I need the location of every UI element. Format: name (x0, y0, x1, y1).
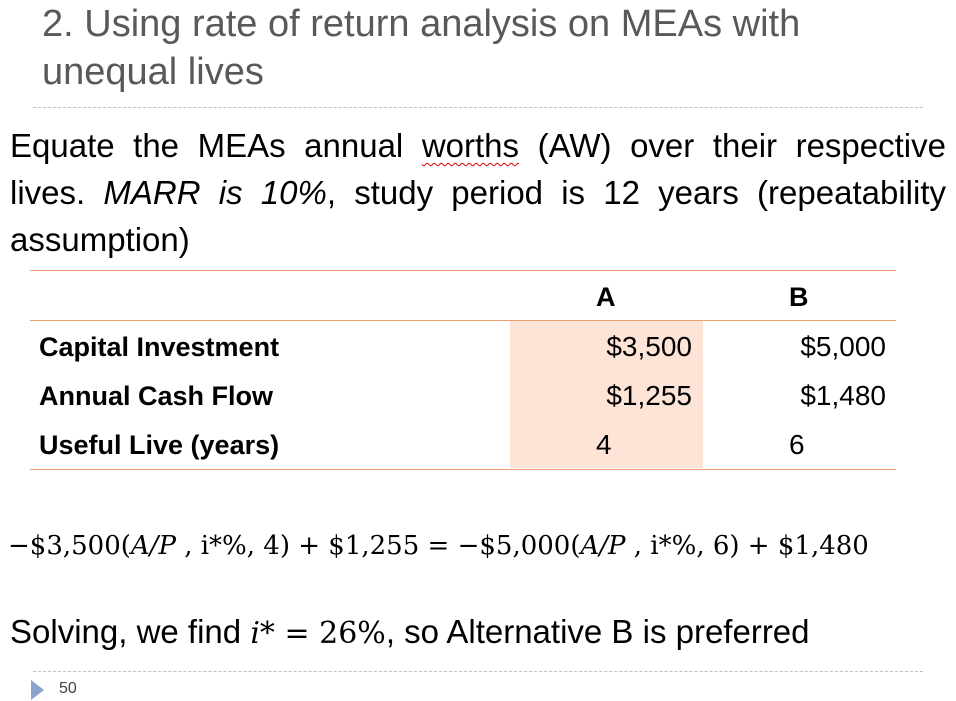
slide-title: 2. Using rate of return analysis on MEAs… (42, 3, 801, 93)
table-row: Annual Cash Flow $1,255 $1,480 (30, 372, 896, 421)
eq-rhs-plus: + $1,480 (739, 531, 869, 561)
footer-divider (33, 671, 923, 672)
eq-rhs-amount: −$5,000( (457, 531, 581, 561)
cell-b: $5,000 (800, 331, 886, 362)
conclusion-variable: i* (250, 616, 275, 651)
eq-lhs-factor: A/P (130, 531, 176, 561)
header-rule (30, 320, 896, 321)
column-a-highlight (510, 321, 703, 468)
header-alternative-b: B (789, 282, 809, 312)
header-alternative-a: A (596, 282, 616, 312)
row-label: Capital Investment (39, 332, 280, 362)
cell-b: $1,480 (800, 380, 886, 411)
eq-lhs-plus: + $1,255 = (289, 531, 458, 561)
cell-a: $1,255 (606, 380, 692, 411)
conclusion: Solving, we find i* = 26%, so Alternativ… (10, 610, 946, 656)
row-label: Useful Live (years) (39, 430, 280, 460)
eq-lhs-amount: −$3,500( (8, 531, 131, 561)
intro-text-2: (AW) over their respective lives. (10, 127, 946, 211)
intro-text-3: , study period is 12 years (repeatabilit… (10, 174, 946, 258)
cell-a: 4 (596, 429, 612, 460)
eq-rhs-rate: , i*%, 6) (625, 531, 740, 561)
page-number: 50 (59, 680, 77, 697)
table-row: Useful Live (years) 4 6 (30, 421, 896, 470)
conclusion-suffix: , so Alternative B is preferred (385, 613, 810, 650)
intro-underlined-word: worths (421, 127, 520, 164)
aw-equation: −$3,500(A/P , i*%, 4) + $1,255 = −$5,000… (8, 528, 948, 564)
table-row: Capital Investment $3,500 $5,000 (30, 323, 896, 372)
eq-rhs-factor: A/P (580, 531, 626, 561)
row-label: Annual Cash Flow (39, 381, 274, 411)
eq-lhs-rate: , i*%, 4) (175, 531, 290, 561)
conclusion-math: i* = 26% (250, 616, 386, 651)
intro-marr: MARR is 10% (103, 174, 327, 211)
cell-a: $3,500 (606, 331, 692, 362)
title-divider (33, 107, 923, 108)
alternatives-table: A B Capital Investment $3,500 $5,000 Ann… (30, 270, 896, 470)
intro-paragraph: Equate the MEAs annual worths (AW) over … (10, 122, 946, 263)
cell-b: 6 (789, 429, 805, 460)
conclusion-prefix: Solving, we find (10, 613, 251, 650)
intro-text-1: Equate the MEAs annual (10, 127, 422, 164)
conclusion-equals: = 26% (274, 616, 386, 651)
triangle-right-icon (31, 680, 44, 700)
